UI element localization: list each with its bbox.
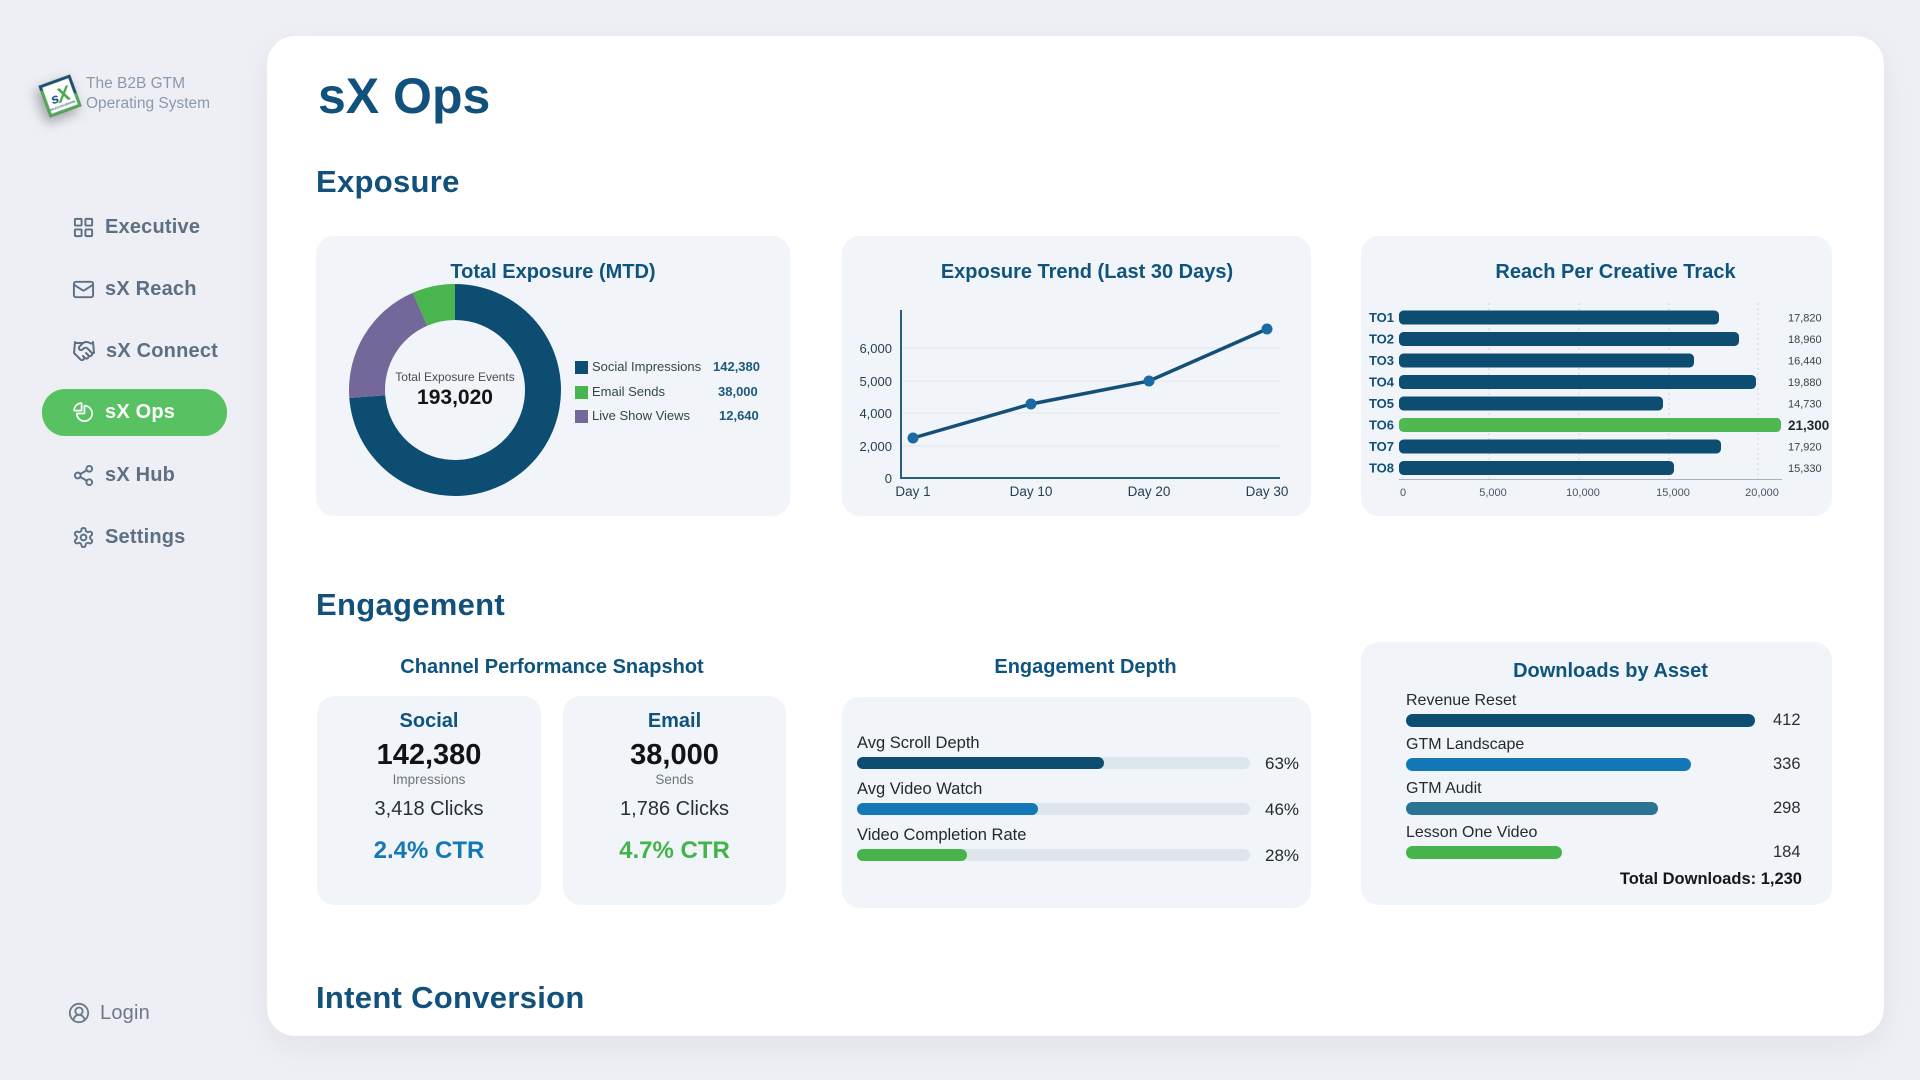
svg-text:18,960: 18,960 bbox=[1788, 334, 1822, 346]
svg-text:TO5: TO5 bbox=[1369, 396, 1394, 411]
svg-text:20,000: 20,000 bbox=[1745, 487, 1779, 499]
svg-text:19,880: 19,880 bbox=[1788, 377, 1822, 389]
svg-text:16,440: 16,440 bbox=[1788, 356, 1822, 368]
svg-text:TO7: TO7 bbox=[1369, 439, 1394, 454]
svg-text:Day 20: Day 20 bbox=[1128, 484, 1171, 499]
svg-text:17,820: 17,820 bbox=[1788, 313, 1822, 325]
svg-text:5,000: 5,000 bbox=[859, 374, 892, 389]
svg-text:TO1: TO1 bbox=[1369, 310, 1394, 325]
svg-text:0: 0 bbox=[885, 471, 892, 486]
svg-text:TO6: TO6 bbox=[1369, 418, 1394, 433]
svg-text:2,000: 2,000 bbox=[859, 439, 892, 454]
svg-text:17,920: 17,920 bbox=[1788, 442, 1822, 454]
svg-text:TO4: TO4 bbox=[1369, 375, 1395, 390]
svg-text:TO8: TO8 bbox=[1369, 461, 1394, 476]
svg-text:14,730: 14,730 bbox=[1788, 399, 1822, 411]
svg-text:TO3: TO3 bbox=[1369, 353, 1394, 368]
svg-text:0: 0 bbox=[1400, 487, 1406, 499]
svg-text:TO2: TO2 bbox=[1369, 332, 1394, 347]
svg-text:10,000: 10,000 bbox=[1566, 487, 1600, 499]
svg-text:Day 30: Day 30 bbox=[1246, 484, 1289, 499]
svg-text:15,000: 15,000 bbox=[1656, 487, 1690, 499]
svg-text:15,330: 15,330 bbox=[1788, 463, 1822, 475]
svg-text:5,000: 5,000 bbox=[1479, 487, 1507, 499]
svg-text:Day 1: Day 1 bbox=[895, 484, 930, 499]
svg-text:6,000: 6,000 bbox=[859, 341, 892, 356]
svg-text:Day 10: Day 10 bbox=[1010, 484, 1053, 499]
svg-text:4,000: 4,000 bbox=[859, 406, 892, 421]
svg-text:21,300: 21,300 bbox=[1788, 418, 1829, 433]
